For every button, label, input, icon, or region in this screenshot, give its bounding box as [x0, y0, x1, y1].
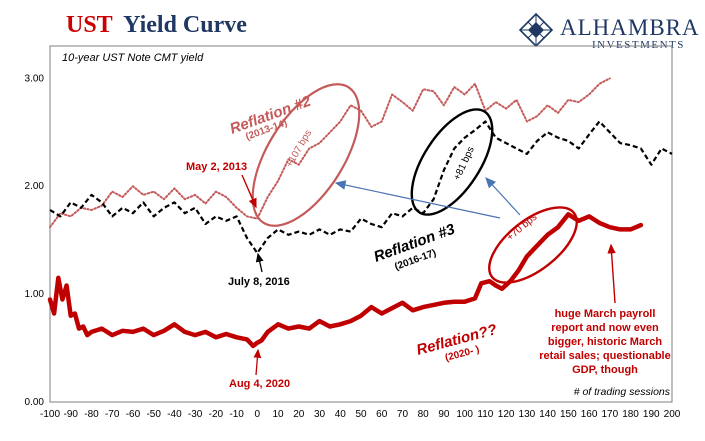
logo: ALHAMBRA INVESTMENTS [518, 12, 700, 51]
chart-title: UST Yield Curve [66, 12, 247, 38]
x-tick-label: 0 [255, 409, 261, 420]
plot-frame [49, 45, 673, 403]
series-layer [47, 77, 673, 349]
may2013-arrow [241, 174, 257, 209]
blue-arrow-left [334, 180, 501, 219]
x-axis-note: # of trading sessions [574, 386, 671, 398]
x-tick-label: -10 [229, 409, 244, 420]
march-note-line: GDP, though [572, 364, 638, 376]
x-tick-label: -30 [188, 409, 203, 420]
logo-name: ALHAMBRA [560, 15, 700, 40]
x-tick-label: 50 [355, 409, 367, 420]
axes: -100 -90 -80 -70 -60 -50 -40 -30 -20 -10 0 10 20 30 40… [25, 73, 681, 420]
x-tick-label: -20 [209, 409, 224, 420]
july2016-arrow [255, 252, 264, 273]
y-tick-label: 1.00 [25, 289, 45, 300]
x-tick-label: 60 [376, 409, 388, 420]
x-tick-label: 100 [456, 409, 473, 420]
y-tick-label: 2.00 [25, 181, 45, 192]
x-tick-label: -80 [84, 409, 99, 420]
march-note-line: report and now even [551, 322, 659, 334]
series-line-r2020 [47, 212, 644, 349]
x-tick-label: 40 [335, 409, 347, 420]
x-tick-label: 120 [498, 409, 515, 420]
x-tick-label: 130 [519, 409, 536, 420]
x-tick-label: -100 [40, 409, 60, 420]
march-note-line: retail sales; questionable [539, 350, 670, 362]
x-tick-label: 20 [293, 409, 305, 420]
x-tick-label: 140 [539, 409, 556, 420]
march-note-line: huge March payroll [555, 308, 656, 320]
blue-arrow-right [485, 177, 521, 216]
reflation3-ellipse [410, 108, 494, 216]
x-tick-label: 10 [273, 409, 285, 420]
july2016-label: July 8, 2016 [228, 276, 290, 288]
x-tick-label: 160 [581, 409, 598, 420]
x-tick-label: -60 [126, 409, 141, 420]
reflation2-ellipse [251, 83, 361, 227]
x-tick-label: 170 [601, 409, 618, 420]
x-tick-label: -50 [146, 409, 161, 420]
x-tick-label: 90 [438, 409, 450, 420]
march-arrow [607, 243, 616, 304]
diamond-lattice-icon [518, 12, 554, 48]
march-note: huge March payroll report and now even b… [539, 308, 670, 376]
x-tick-label: -70 [105, 409, 120, 420]
x-tick-label: -90 [64, 409, 79, 420]
x-tick-label: 70 [397, 409, 409, 420]
reflation-now-ellipse [488, 206, 578, 284]
reflation-now-bps: +70 bps [505, 212, 540, 243]
reflation3-bps: +81 bps [452, 145, 477, 182]
may2013-label: May 2, 2013 [186, 161, 247, 173]
logo-sub: INVESTMENTS [592, 39, 685, 51]
series-line-r2013 [49, 77, 611, 229]
x-tick-label: 150 [560, 409, 577, 420]
y-tick-label: 0.00 [25, 397, 45, 408]
x-tick-label: 30 [314, 409, 326, 420]
chart-subtitle: 10-year UST Note CMT yield [62, 52, 204, 64]
x-tick-label: -40 [167, 409, 182, 420]
y-tick-label: 3.00 [25, 73, 45, 84]
series-line-r2016 [49, 120, 673, 255]
aug2020-arrow [253, 348, 262, 376]
x-tick-label: 180 [622, 409, 639, 420]
x-tick-label: 190 [643, 409, 660, 420]
x-tick-label: 110 [477, 409, 493, 420]
x-tick-label: 200 [664, 409, 681, 420]
x-tick-label: 80 [418, 409, 430, 420]
aug2020-label: Aug 4, 2020 [229, 378, 290, 390]
march-note-line: bigger, historic March [548, 336, 663, 348]
